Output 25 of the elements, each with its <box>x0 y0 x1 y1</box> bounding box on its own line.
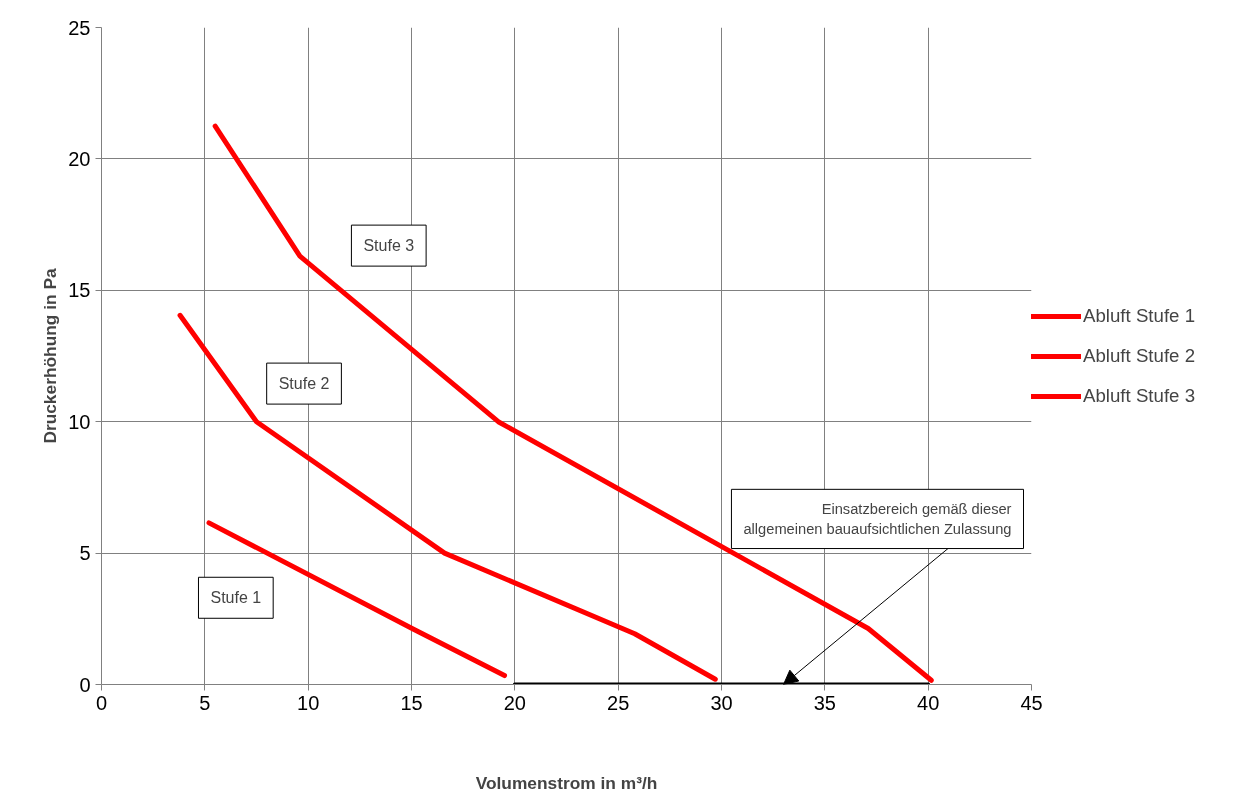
x-tick-label: 0 <box>95 691 108 714</box>
legend-label: Abluft Stufe 1 <box>1083 304 1196 327</box>
annotation: Einsatzbereich gemäß dieser allgemeinen bauaufsichtlichen Zulassung <box>743 501 1012 537</box>
y-tick-label: 5 <box>79 542 91 565</box>
x-tick-label: 45 <box>1020 691 1043 714</box>
x-tick-label: 25 <box>607 691 630 714</box>
x-tick-label: 5 <box>199 691 211 714</box>
x-tick-label: 35 <box>813 691 836 714</box>
y-tick-label: 20 <box>68 147 91 170</box>
legend-label: Abluft Stufe 2 <box>1083 344 1196 367</box>
x-tick-label: 30 <box>710 691 733 714</box>
annotation: Stufe 1 <box>210 589 262 607</box>
y-tick-label: 10 <box>68 410 91 433</box>
y-axis-title: Druckerhöhung in Pa <box>40 268 61 444</box>
annotation: Stufe 3 <box>363 237 415 255</box>
x-tick-label: 10 <box>297 691 320 714</box>
y-tick-label: 25 <box>68 16 91 39</box>
annotation: Stufe 2 <box>278 375 330 393</box>
y-tick-label: 15 <box>68 279 91 302</box>
x-tick-label: 40 <box>917 691 940 714</box>
x-tick-label: 15 <box>400 691 423 714</box>
x-axis-title: Volumenstrom in m³/h <box>475 772 658 789</box>
x-tick-label: 20 <box>503 691 526 714</box>
y-tick-label: 0 <box>79 673 91 696</box>
legend-label: Abluft Stufe 3 <box>1083 384 1196 407</box>
